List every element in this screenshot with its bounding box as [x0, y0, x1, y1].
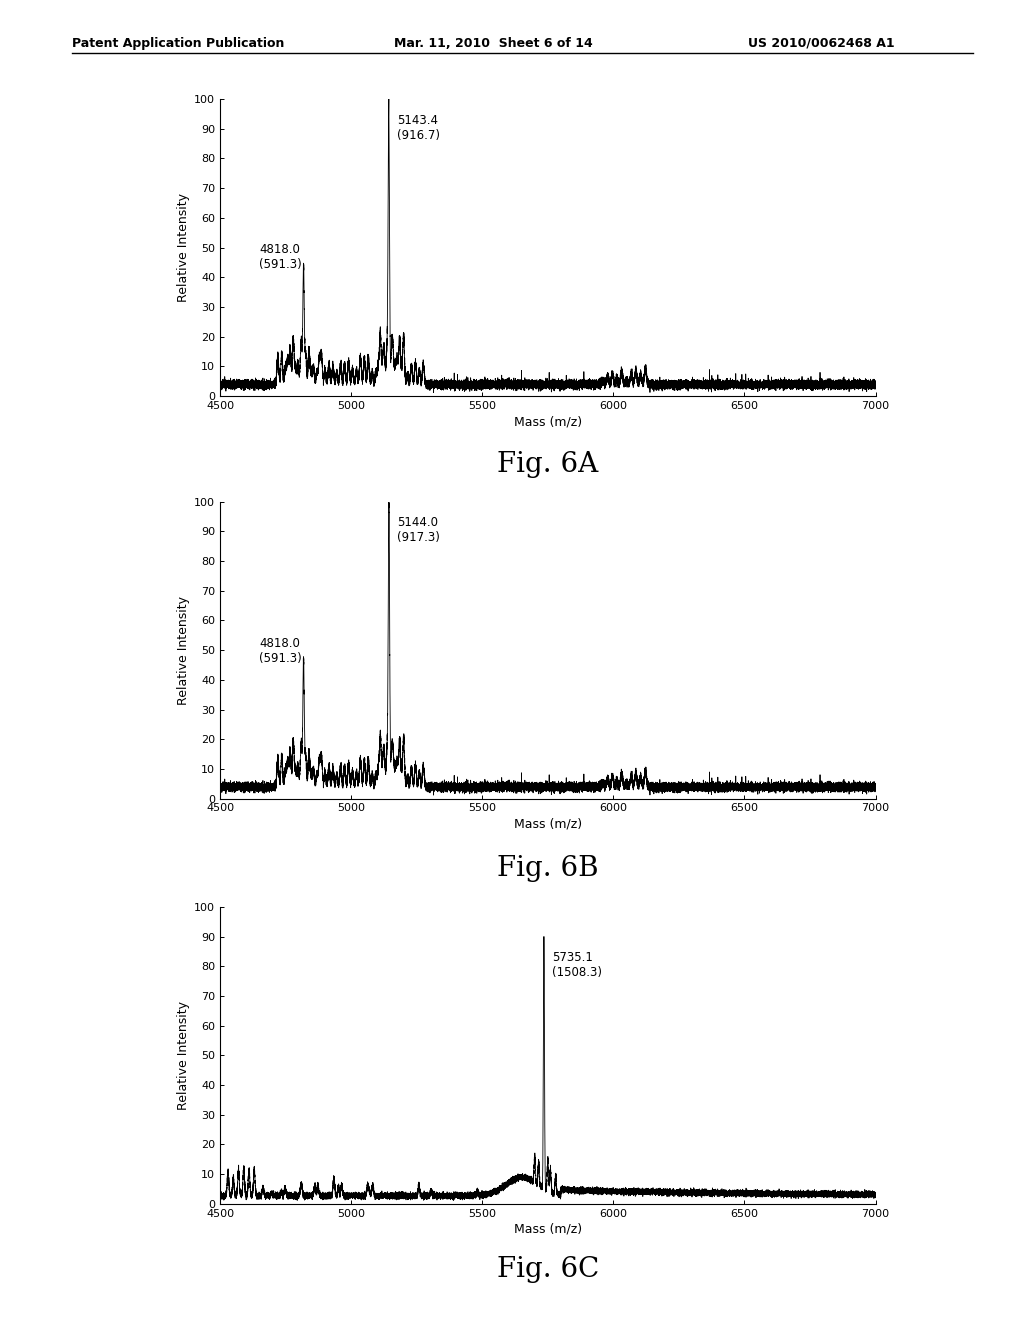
- X-axis label: Mass (m/z): Mass (m/z): [514, 817, 582, 830]
- Text: Fig. 6A: Fig. 6A: [498, 451, 598, 478]
- Text: 5143.4
(916.7): 5143.4 (916.7): [396, 114, 439, 141]
- Y-axis label: Relative Intensity: Relative Intensity: [177, 595, 190, 705]
- Text: 4818.0
(591.3): 4818.0 (591.3): [259, 243, 302, 272]
- Text: Fig. 6C: Fig. 6C: [497, 1257, 599, 1283]
- X-axis label: Mass (m/z): Mass (m/z): [514, 414, 582, 428]
- Y-axis label: Relative Intensity: Relative Intensity: [177, 1001, 190, 1110]
- Text: Patent Application Publication: Patent Application Publication: [72, 37, 284, 50]
- Text: Fig. 6B: Fig. 6B: [497, 855, 599, 882]
- Text: 5735.1
(1508.3): 5735.1 (1508.3): [552, 952, 602, 979]
- Text: Mar. 11, 2010  Sheet 6 of 14: Mar. 11, 2010 Sheet 6 of 14: [394, 37, 593, 50]
- Y-axis label: Relative Intensity: Relative Intensity: [177, 193, 190, 302]
- Text: 5144.0
(917.3): 5144.0 (917.3): [397, 516, 439, 544]
- Text: 4818.0
(591.3): 4818.0 (591.3): [259, 638, 302, 665]
- Text: US 2010/0062468 A1: US 2010/0062468 A1: [748, 37, 894, 50]
- X-axis label: Mass (m/z): Mass (m/z): [514, 1222, 582, 1236]
